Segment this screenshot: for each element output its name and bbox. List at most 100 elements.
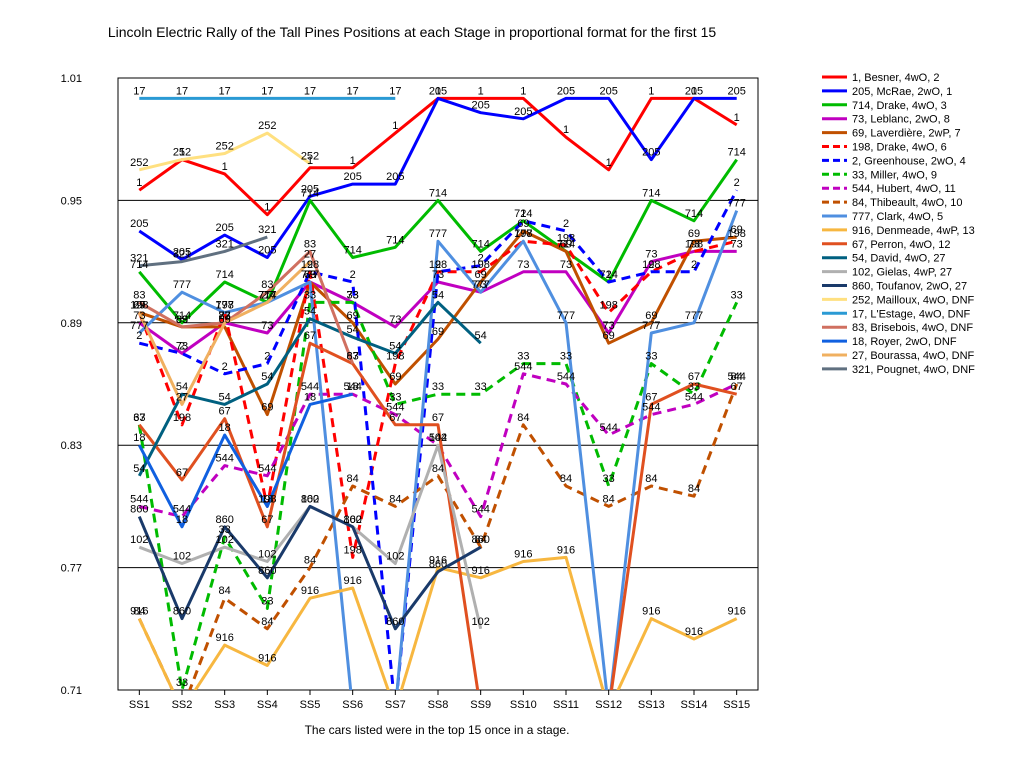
data-label: 205 <box>429 85 447 97</box>
data-label: 1 <box>520 85 526 97</box>
data-label: 1 <box>478 85 484 97</box>
data-label: 102 <box>471 616 489 628</box>
data-label: 67 <box>219 406 231 418</box>
data-label: 321 <box>173 249 191 261</box>
data-label: 17 <box>176 85 188 97</box>
data-label: 860 <box>215 514 233 526</box>
data-label: 73 <box>645 249 657 261</box>
legend-entry: 205, McRae, 2wO, 1 <box>852 86 952 98</box>
x-tick-label: SS3 <box>214 699 235 711</box>
data-label: 916 <box>343 575 361 587</box>
data-label: 2 <box>307 259 313 271</box>
data-label: 33 <box>560 351 572 363</box>
series-line <box>137 260 312 406</box>
data-label: 544 <box>301 381 319 393</box>
data-label: 73 <box>176 340 188 352</box>
data-label: 1 <box>691 85 697 97</box>
data-label: 544 <box>514 361 532 373</box>
series-line <box>138 189 739 690</box>
data-label: 198 <box>301 259 319 271</box>
x-tick-label: SS8 <box>428 699 449 711</box>
x-tick-label: SS12 <box>595 699 622 711</box>
data-label: 67 <box>389 412 401 424</box>
series-line <box>138 96 737 262</box>
data-label: 916 <box>514 548 532 560</box>
data-label: 252 <box>215 140 233 152</box>
data-label: 84 <box>731 371 743 383</box>
data-label: 33 <box>347 289 359 301</box>
data-label: 714 <box>471 238 489 250</box>
data-label: 67 <box>176 467 188 479</box>
x-tick-label: SS2 <box>172 699 193 711</box>
data-label: 84 <box>261 616 273 628</box>
y-tick-label: 0.77 <box>61 563 82 575</box>
grid <box>117 77 759 691</box>
data-label: 2 <box>179 340 185 352</box>
data-label: 69 <box>176 314 188 326</box>
x-axis-ticks: SS1 SS2 SS3 SS4 SS5 SS6 SS7 SS8 SS9 SS10 SS11 SS12 S… <box>129 690 750 711</box>
data-label: 321 <box>215 238 233 250</box>
data-label: 69 <box>645 310 657 322</box>
data-label: 83 <box>219 310 231 322</box>
data-label: 205 <box>599 85 617 97</box>
data-label: 73 <box>133 310 145 322</box>
data-label: 27 <box>176 391 188 403</box>
data-label: 84 <box>517 412 529 424</box>
data-label: 69 <box>261 402 273 414</box>
legend-entry: 27, Bourassa, 4wO, DNF <box>852 350 975 362</box>
data-label: 321 <box>130 253 148 265</box>
data-label: 54 <box>389 340 401 352</box>
series-lines <box>137 96 739 690</box>
data-label: 544 <box>557 371 575 383</box>
series-line <box>138 158 738 325</box>
series-line <box>137 383 739 690</box>
data-label: 252 <box>301 151 319 163</box>
data-label: 198 <box>642 259 660 271</box>
data-label: 2 <box>478 253 484 265</box>
series-line <box>138 249 355 365</box>
data-label: 916 <box>471 565 489 577</box>
data-label: 1 <box>563 124 569 136</box>
data-label: 714 <box>685 208 703 220</box>
data-label: 544 <box>429 432 447 444</box>
data-label: 102 <box>301 493 319 505</box>
data-label: 73 <box>432 269 444 281</box>
x-tick-label: SS10 <box>510 699 537 711</box>
data-label: 69 <box>517 218 529 230</box>
legend: 1, Besner, 4wO, 2 205, McRae, 2wO, 1 714, … <box>822 72 975 376</box>
data-label: 860 <box>301 493 319 505</box>
data-label: 102 <box>386 551 404 563</box>
data-label: 69 <box>304 269 316 281</box>
x-tick-label: SS6 <box>342 699 363 711</box>
y-axis-ticks: 1.01 0.95 0.89 0.83 0.77 0.71 <box>61 73 82 697</box>
data-label: 860 <box>429 559 447 571</box>
data-label: 544 <box>173 504 191 516</box>
data-label: 18 <box>219 422 231 434</box>
data-label: 54 <box>304 306 316 318</box>
data-label: 916 <box>685 626 703 638</box>
data-label: 69 <box>731 224 743 236</box>
data-label: 17 <box>261 85 273 97</box>
data-label: 714 <box>386 234 404 246</box>
data-label: 1 <box>307 155 313 167</box>
data-label: 2 <box>648 259 654 271</box>
data-label: 102 <box>130 534 148 546</box>
data-label: 916 <box>301 585 319 597</box>
data-label: 73 <box>517 259 529 271</box>
data-label: 714 <box>557 238 575 250</box>
series-line <box>138 131 311 172</box>
data-label: 777 <box>215 300 233 312</box>
data-label: 102 <box>343 514 361 526</box>
data-label: 67 <box>347 351 359 363</box>
data-label: 777 <box>301 269 319 281</box>
data-label: 84 <box>304 555 316 567</box>
data-label: 2 <box>435 259 441 271</box>
data-label: 18 <box>304 391 316 403</box>
data-label: 17 <box>304 85 316 97</box>
data-label: 205 <box>514 106 532 118</box>
data-label: 2 <box>264 351 270 363</box>
data-label: 205 <box>173 247 191 259</box>
data-label: 205 <box>343 171 361 183</box>
chart-title: Lincoln Electric Rally of the Tall Pines… <box>108 24 716 40</box>
